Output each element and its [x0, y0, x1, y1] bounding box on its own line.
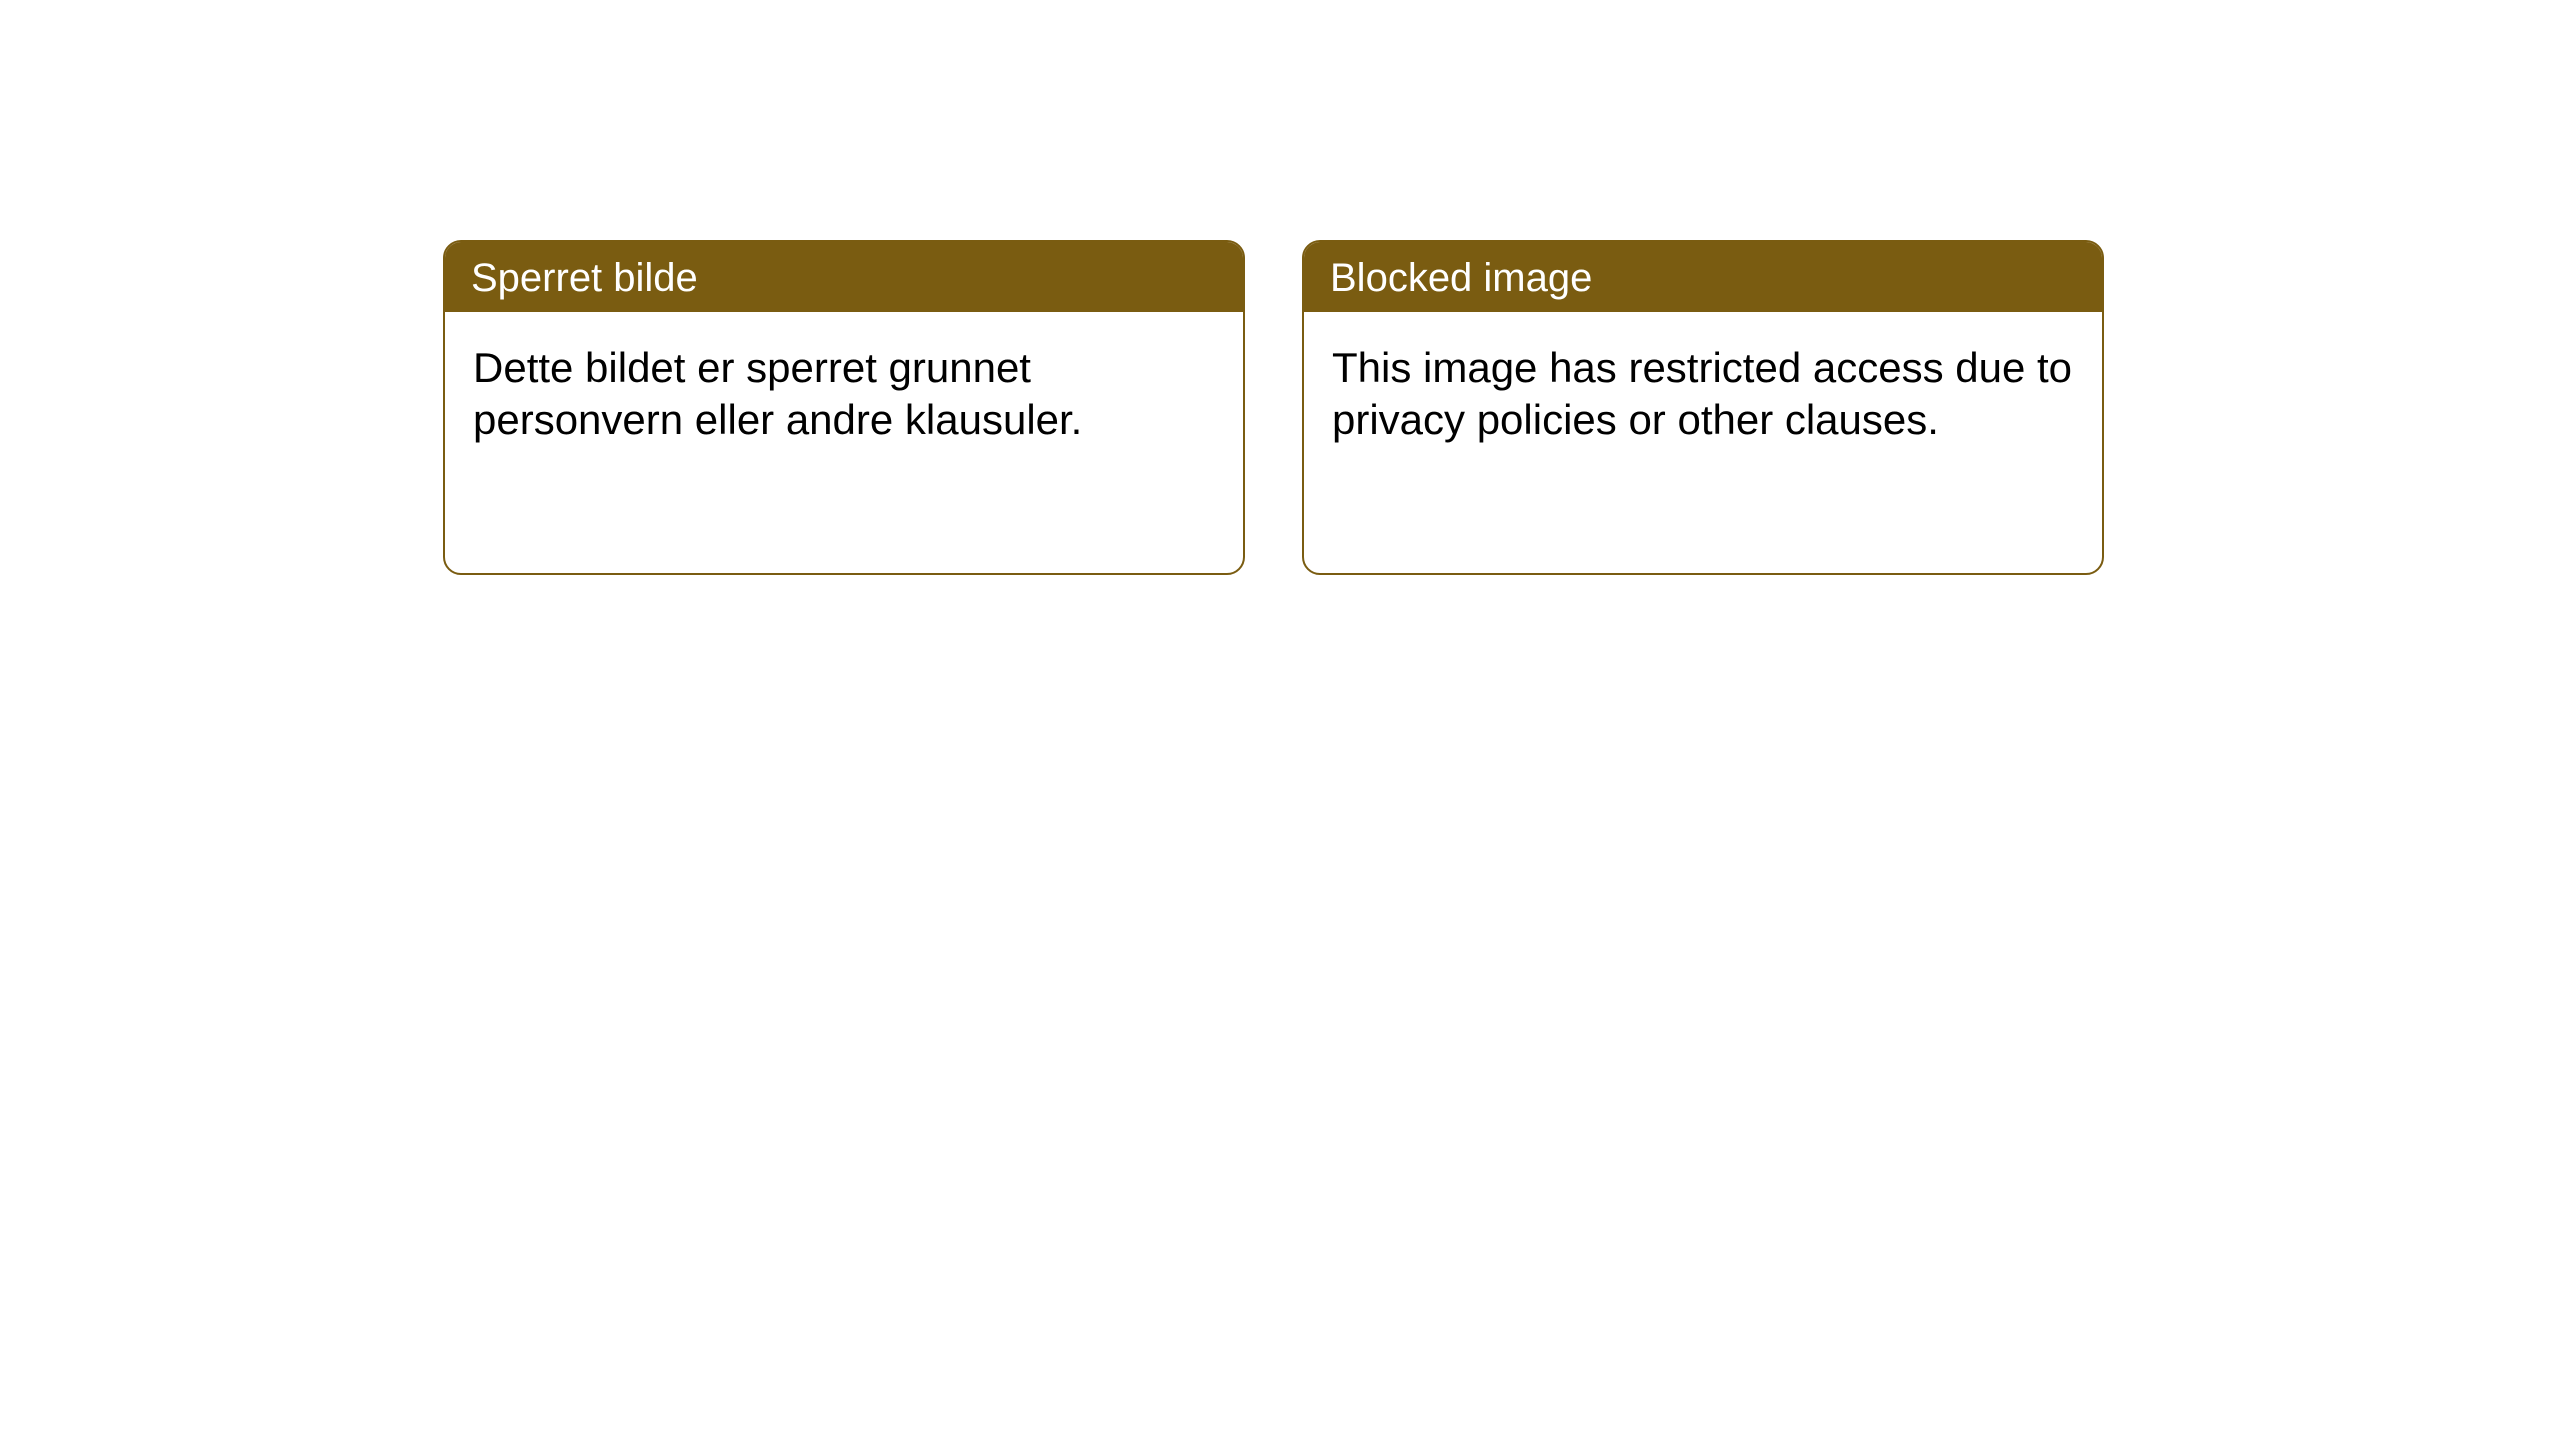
- card-body: Dette bildet er sperret grunnet personve…: [445, 312, 1243, 476]
- card-title: Sperret bilde: [445, 242, 1243, 312]
- card-title: Blocked image: [1304, 242, 2102, 312]
- notice-card-norwegian: Sperret bilde Dette bildet er sperret gr…: [443, 240, 1245, 575]
- card-body: This image has restricted access due to …: [1304, 312, 2102, 476]
- cards-container: Sperret bilde Dette bildet er sperret gr…: [443, 240, 2104, 575]
- notice-card-english: Blocked image This image has restricted …: [1302, 240, 2104, 575]
